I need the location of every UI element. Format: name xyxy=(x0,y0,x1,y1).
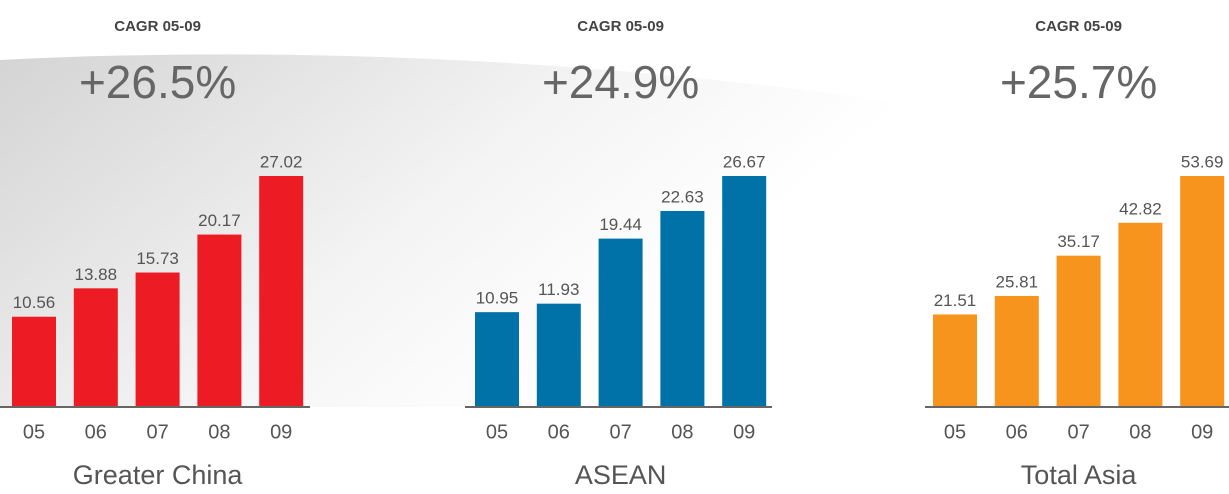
background xyxy=(0,54,1229,407)
value-label: 21.51 xyxy=(934,291,977,310)
x-tick-label: 08 xyxy=(208,421,230,443)
value-label: 26.67 xyxy=(723,152,766,171)
bar xyxy=(1118,222,1163,407)
bar xyxy=(73,288,118,407)
region-label: Total Asia xyxy=(1021,460,1138,490)
x-tick-label: 07 xyxy=(146,421,168,443)
x-tick-label: 06 xyxy=(548,421,570,443)
bar xyxy=(536,303,581,407)
x-tick-label: 05 xyxy=(944,421,966,443)
bar xyxy=(12,316,56,407)
bar xyxy=(1056,255,1101,407)
value-label: 42.82 xyxy=(1119,199,1162,218)
bar xyxy=(598,238,643,407)
value-label: 19.44 xyxy=(599,215,642,234)
x-tick-label: 09 xyxy=(270,421,292,443)
value-label: 10.56 xyxy=(13,293,56,312)
chart-title: CAGR 05-09 xyxy=(1035,18,1122,35)
value-label: 25.81 xyxy=(996,272,1039,291)
cagr-value: +26.5% xyxy=(79,56,236,108)
value-label: 53.69 xyxy=(1181,152,1224,171)
x-tick-label: 09 xyxy=(733,421,755,443)
x-tick-label: 05 xyxy=(23,421,45,443)
cagr-value: +25.7% xyxy=(1000,56,1157,108)
value-label: 13.88 xyxy=(75,265,118,284)
x-tick-label: 06 xyxy=(1006,421,1028,443)
bar xyxy=(660,210,705,407)
bar xyxy=(197,234,242,407)
value-label: 15.73 xyxy=(136,249,179,268)
value-label: 35.17 xyxy=(1057,232,1100,251)
bar xyxy=(994,295,1039,407)
x-tick-label: 07 xyxy=(1067,421,1089,443)
value-label: 20.17 xyxy=(198,211,241,230)
region-label: ASEAN xyxy=(575,460,667,490)
x-tick-label: 05 xyxy=(486,421,508,443)
bar xyxy=(1180,176,1225,407)
chart-title: CAGR 05-09 xyxy=(577,18,664,35)
x-tick-label: 06 xyxy=(85,421,107,443)
value-label: 22.63 xyxy=(661,187,704,206)
value-label: 27.02 xyxy=(260,152,303,171)
bar xyxy=(475,312,519,407)
value-label: 11.93 xyxy=(538,280,579,299)
region-label: Greater China xyxy=(73,460,244,490)
cagr-value: +24.9% xyxy=(542,56,699,108)
bar xyxy=(722,176,767,407)
x-tick-label: 08 xyxy=(671,421,693,443)
value-label: 10.95 xyxy=(476,289,519,308)
x-tick-label: 07 xyxy=(609,421,631,443)
bar xyxy=(259,176,304,407)
bar xyxy=(933,314,977,407)
chart-title: CAGR 05-09 xyxy=(114,18,201,35)
bar xyxy=(135,272,180,407)
x-tick-label: 09 xyxy=(1191,421,1213,443)
x-tick-label: 08 xyxy=(1129,421,1151,443)
